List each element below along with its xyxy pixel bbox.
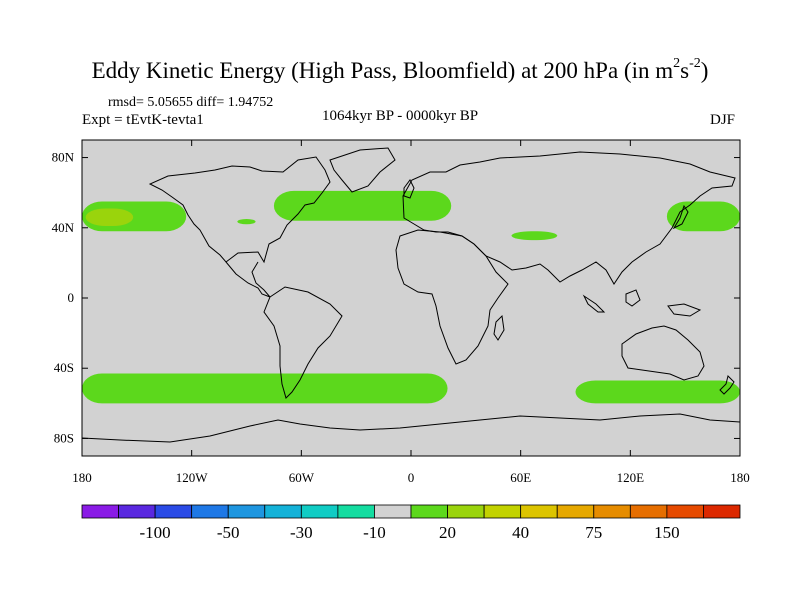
region-great-lakes-patch [237,219,256,225]
region-north-pacific-core [85,208,134,227]
colorbar-swatch [191,504,229,519]
coastline-australia [621,325,705,381]
region-southern-ocean-pacific [82,373,448,404]
colorbar-swatch [593,504,631,519]
axis-ticks: 80N 40N 0 40S 80S 180 120W 60W 0 60E 120E 180 [52,140,750,485]
coastline-madagascar [493,314,505,341]
lon-tick-label: 180 [72,470,92,485]
coastline-south-america [263,286,343,399]
season-label: DJF [710,112,736,128]
period-label: 1064kyr BP - 0000kyr BP [322,108,479,124]
lon-tick-label: 0 [408,470,415,485]
stats-text: rmsd= 5.05655 diff= 1.94752 [108,95,274,110]
lon-tick-label: 60E [510,470,531,485]
coastline-britain [403,179,415,199]
colorbar-swatch [447,504,485,519]
coastline-africa [395,229,509,365]
colorbar-label: -30 [290,523,313,542]
lat-tick-label: 40N [52,220,75,235]
colorbar-swatch [629,504,668,519]
title-sup-2: -2 [689,56,701,72]
lon-tick-label: 120E [617,470,645,485]
lat-tick-label: 0 [68,290,75,305]
colorbar-swatch [227,504,266,519]
colorbar-label: -50 [217,523,240,542]
lon-tick-label: 180 [730,470,750,485]
colorbar-swatch [337,504,375,519]
colorbar-label: 20 [439,523,456,542]
coastline-new-guinea [667,303,702,317]
coastline-sumatra [582,294,606,313]
colorbar-swatch [154,504,193,519]
coastline-greenland [329,147,396,193]
colorbar-label: 40 [512,523,529,542]
chart-title: Eddy Kinetic Energy (High Pass, Bloomfie… [0,56,800,84]
anomaly-regions [82,190,740,404]
experiment-label: Expt = tEvtK-tevta1 [82,112,204,128]
map-background [82,140,740,456]
colorbar-swatch [410,504,448,519]
colorbar-swatch [300,504,339,519]
title-mid: s [680,58,690,83]
colorbar-swatch [520,504,558,519]
lat-tick-label: 80S [54,430,74,445]
colorbar-swatch [703,504,741,519]
lon-tick-label: 120W [176,470,209,485]
title-close: ) [700,58,709,83]
colorbar-swatch [483,504,522,519]
lat-tick-label: 40S [54,360,74,375]
coastlines [81,147,741,443]
colorbar-label: -100 [140,523,171,542]
colorbar-label: 75 [585,523,602,542]
colorbar-label: 150 [654,523,680,542]
coastline-borneo [625,289,641,307]
colorbar-swatch [81,504,119,519]
colorbar: -100 -50 -30 -10 20 40 75 150 [81,504,741,542]
coastline-north-america [148,156,331,264]
region-north-atlantic [273,190,452,221]
title-sup-1: 2 [673,56,681,72]
coastline-new-zealand [719,375,735,395]
colorbar-label: -10 [363,523,386,542]
colorbar-swatch [118,504,156,519]
region-eurasia-patch [511,231,558,241]
lon-tick-label: 60W [289,470,315,485]
colorbar-swatch [666,504,704,519]
colorbar-swatch [374,504,412,519]
title-main: Eddy Kinetic Energy (High Pass, Bloomfie… [91,58,674,83]
region-southern-ocean-indian [575,380,740,404]
lat-tick-label: 80N [52,150,75,165]
coastline-antarctica [81,413,741,443]
coastline-central-america [225,261,271,298]
colorbar-swatch [264,504,302,519]
coastline-japan [672,204,689,230]
colorbar-swatch [556,504,595,519]
